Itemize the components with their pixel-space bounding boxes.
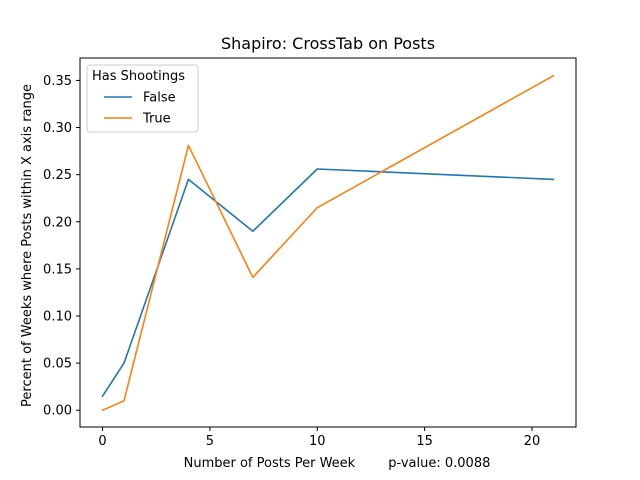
series-line-false [101,168,555,398]
x-axis: 0 5 10 15 20 [98,427,540,449]
legend-label-true: True [142,112,171,127]
x-tick-label: 5 [206,434,214,449]
x-tick-label: 20 [524,434,541,449]
x-axis-label: Number of Posts Per Week p-value: 0.0088 [184,456,491,471]
y-axis-label: Percent of Weeks where Posts within X ax… [20,84,35,407]
y-tick-label: 0.10 [43,309,72,324]
y-tick-label: 0.35 [43,74,72,89]
x-tick-label: 15 [416,434,433,449]
y-tick-label: 0.25 [43,168,72,183]
y-tick-label: 0.00 [43,404,72,419]
y-tick-label: 0.20 [43,215,72,230]
plot-lines [101,74,555,412]
y-tick-label: 0.15 [43,262,72,277]
legend-entries: False True [104,91,176,127]
y-axis: 0.00 0.05 0.10 0.15 0.20 0.25 0.30 0.35 [43,74,80,419]
y-tick-label: 0.05 [43,357,72,372]
series-line-true [101,74,555,412]
x-tick-label: 10 [309,434,326,449]
legend: Has Shootings False True [86,64,199,133]
plot-frame [79,57,577,428]
legend-box [86,64,199,133]
legend-label-false: False [143,91,176,106]
chart-title: Shapiro: CrossTab on Posts [221,34,435,53]
x-tick-label: 0 [98,434,106,449]
y-tick-label: 0.30 [43,121,72,136]
legend-title: Has Shootings [92,69,185,84]
